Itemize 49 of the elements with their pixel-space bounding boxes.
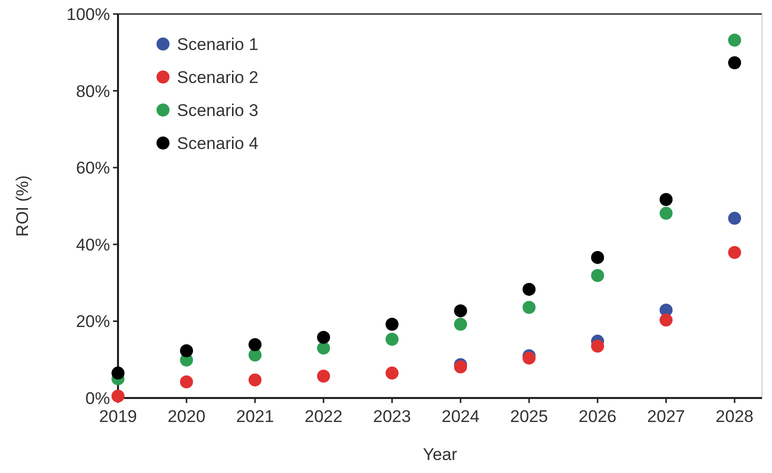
point	[317, 330, 330, 344]
y-tick-label: 100%	[66, 4, 110, 24]
point	[522, 282, 536, 296]
point	[660, 192, 673, 206]
point	[317, 370, 330, 383]
y-tick-label: 40%	[76, 235, 110, 254]
point	[591, 269, 604, 282]
point	[386, 332, 399, 346]
point	[180, 344, 194, 358]
point	[386, 318, 399, 331]
point	[454, 304, 468, 318]
y-axis-title: ROI (%)	[13, 175, 32, 237]
point	[591, 340, 604, 353]
point	[728, 246, 742, 259]
y-tick-label: 20%	[76, 312, 110, 332]
point	[522, 352, 536, 365]
legend-label: Scenario 4	[177, 134, 258, 153]
point	[248, 338, 262, 352]
x-tick-label: 2024	[442, 407, 480, 426]
point	[728, 212, 742, 225]
point	[112, 390, 124, 403]
point	[454, 318, 468, 331]
point	[660, 206, 673, 220]
point	[591, 250, 604, 264]
point	[317, 342, 330, 355]
point	[728, 56, 742, 70]
point	[728, 34, 742, 47]
point	[112, 366, 124, 380]
point	[248, 373, 262, 386]
point	[522, 300, 536, 314]
point	[660, 314, 673, 327]
x-tick-label: 2027	[647, 407, 685, 426]
x-tick-label: 2021	[236, 407, 274, 426]
x-tick-label: 2020	[168, 407, 206, 426]
legend-label: Scenario 3	[177, 100, 258, 120]
x-tick-label: 2025	[510, 407, 548, 426]
point	[180, 375, 194, 388]
x-tick-label: 2028	[716, 407, 754, 426]
y-tick-label: 80%	[76, 82, 110, 101]
y-tick-label: 0%	[85, 388, 110, 408]
x-tick-label: 2019	[99, 407, 137, 426]
x-tick-label: 2023	[373, 407, 411, 426]
x-tick-label: 2026	[578, 407, 616, 426]
point	[386, 366, 399, 380]
legend-label: Scenario 2	[177, 68, 258, 87]
x-tick-label: 2022	[304, 407, 342, 426]
y-tick-label: 60%	[76, 158, 110, 178]
legend-label: Scenario 1	[177, 34, 258, 54]
x-axis-title: Year	[422, 445, 458, 464]
